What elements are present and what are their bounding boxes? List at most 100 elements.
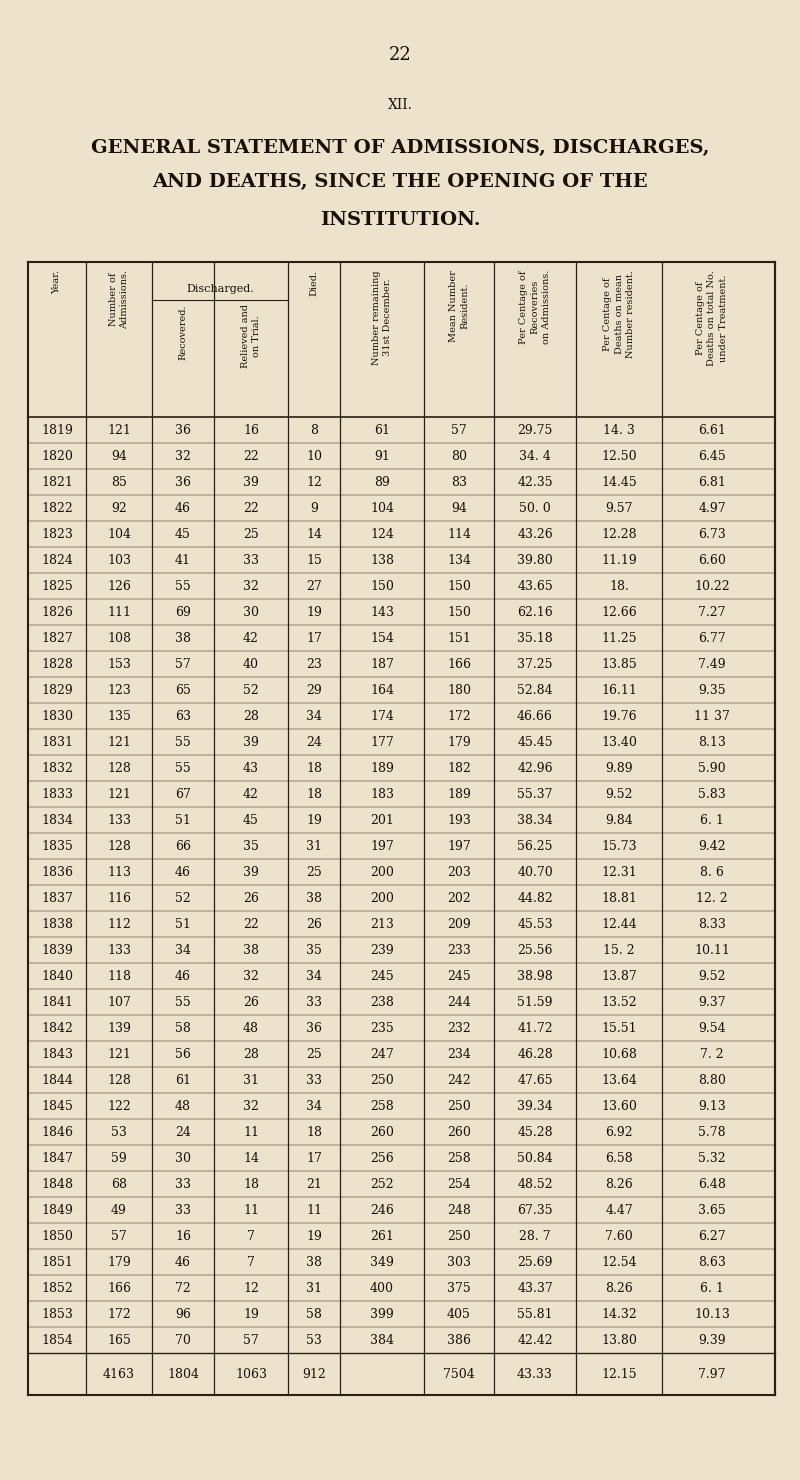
Text: 9.37: 9.37 [698,996,726,1008]
Text: 6.73: 6.73 [698,527,726,540]
Text: 1853: 1853 [41,1307,73,1320]
Text: 22: 22 [389,46,411,64]
Text: 1832: 1832 [41,762,73,774]
Text: 235: 235 [370,1021,394,1035]
Text: 5.83: 5.83 [698,787,726,801]
Text: 69: 69 [175,605,191,619]
Text: 57: 57 [175,657,191,670]
Text: 91: 91 [374,450,390,462]
Text: AND DEATHS, SINCE THE OPENING OF THE: AND DEATHS, SINCE THE OPENING OF THE [152,173,648,191]
Text: Died.: Died. [310,269,318,296]
Text: 6.45: 6.45 [698,450,726,462]
Text: 150: 150 [447,580,471,592]
Text: 13.60: 13.60 [601,1100,637,1113]
Text: 46: 46 [175,866,191,879]
Text: 113: 113 [107,866,131,879]
Text: 114: 114 [447,527,471,540]
Text: 11.19: 11.19 [601,554,637,567]
Text: XII.: XII. [387,98,413,112]
Text: 35: 35 [243,839,259,852]
Text: 55: 55 [175,996,191,1008]
Text: 126: 126 [107,580,131,592]
Text: 399: 399 [370,1307,394,1320]
Text: 8.63: 8.63 [698,1255,726,1268]
Text: 16: 16 [243,423,259,437]
Text: 213: 213 [370,918,394,931]
Text: 1830: 1830 [41,709,73,722]
Text: 12.50: 12.50 [601,450,637,462]
Text: 6.92: 6.92 [605,1125,633,1138]
Text: 25: 25 [306,1048,322,1061]
Text: 9.52: 9.52 [698,969,726,983]
Text: 13.87: 13.87 [601,969,637,983]
Text: 19: 19 [306,814,322,826]
Text: 39.80: 39.80 [517,554,553,567]
Text: 13.80: 13.80 [601,1333,637,1347]
Text: 9.84: 9.84 [605,814,633,826]
Text: 30: 30 [243,605,259,619]
Text: 1852: 1852 [41,1282,73,1295]
Text: 36: 36 [175,475,191,488]
Text: 58: 58 [175,1021,191,1035]
Text: 49: 49 [111,1203,127,1217]
Text: 179: 179 [107,1255,131,1268]
Text: 121: 121 [107,423,131,437]
Text: Per Centage of
Deaths on mean
Number resident.: Per Centage of Deaths on mean Number res… [603,269,634,358]
Text: 29.75: 29.75 [518,423,553,437]
Text: 23: 23 [306,657,322,670]
Text: 303: 303 [447,1255,471,1268]
Text: 35: 35 [306,944,322,956]
Text: Mean Number
Resident.: Mean Number Resident. [449,269,469,342]
Text: 14.45: 14.45 [601,475,637,488]
Text: Relieved and
on Trial.: Relieved and on Trial. [241,303,261,369]
Text: 10: 10 [306,450,322,462]
Text: 8.26: 8.26 [605,1178,633,1190]
Text: 1841: 1841 [41,996,73,1008]
Text: 8.26: 8.26 [605,1282,633,1295]
Text: 18.81: 18.81 [601,891,637,904]
Text: 7.97: 7.97 [698,1368,726,1381]
Text: 12.28: 12.28 [601,527,637,540]
Text: 200: 200 [370,891,394,904]
Text: 13.52: 13.52 [601,996,637,1008]
Text: 13.85: 13.85 [601,657,637,670]
Text: 39: 39 [243,866,259,879]
Text: 150: 150 [370,580,394,592]
Text: 10.68: 10.68 [601,1048,637,1061]
Text: 1847: 1847 [41,1151,73,1165]
Text: 1845: 1845 [41,1100,73,1113]
Text: 1829: 1829 [41,684,73,697]
Text: 43.33: 43.33 [517,1368,553,1381]
Text: 172: 172 [447,709,471,722]
Text: 29: 29 [306,684,322,697]
Text: 80: 80 [451,450,467,462]
Text: 50. 0: 50. 0 [519,502,551,515]
Text: 248: 248 [447,1203,471,1217]
Text: 1840: 1840 [41,969,73,983]
Text: 14. 3: 14. 3 [603,423,635,437]
Text: 14: 14 [243,1151,259,1165]
Text: 18.: 18. [609,580,629,592]
Text: 25: 25 [243,527,259,540]
Text: 85: 85 [111,475,127,488]
Text: 245: 245 [370,969,394,983]
Text: 400: 400 [370,1282,394,1295]
Text: 128: 128 [107,839,131,852]
Text: 1825: 1825 [41,580,73,592]
Text: 25.56: 25.56 [518,944,553,956]
Text: 7.27: 7.27 [698,605,726,619]
Text: 1844: 1844 [41,1073,73,1086]
Text: 9.39: 9.39 [698,1333,726,1347]
Text: 30: 30 [175,1151,191,1165]
Text: 1834: 1834 [41,814,73,826]
Text: 9.89: 9.89 [605,762,633,774]
Text: 57: 57 [111,1230,127,1243]
Text: 1835: 1835 [41,839,73,852]
Text: 34: 34 [306,969,322,983]
Text: 209: 209 [447,918,471,931]
Text: 15. 2: 15. 2 [603,944,635,956]
Text: 1849: 1849 [41,1203,73,1217]
Text: 349: 349 [370,1255,394,1268]
Text: 6.58: 6.58 [605,1151,633,1165]
Text: 260: 260 [370,1125,394,1138]
